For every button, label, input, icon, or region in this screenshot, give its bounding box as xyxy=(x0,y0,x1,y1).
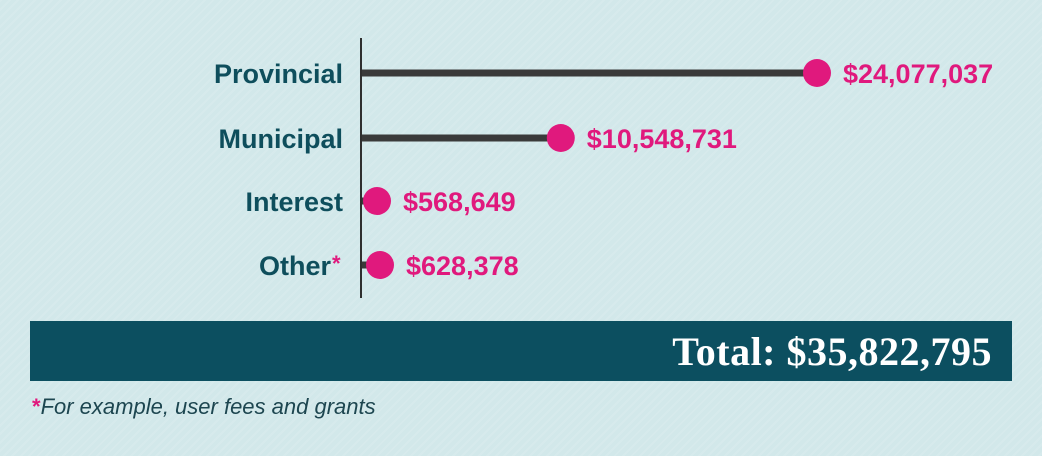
dot-municipal xyxy=(546,124,575,152)
total-label: Total: $35,822,795 xyxy=(672,328,992,374)
lollipop-chart: Provincial $24,077,037 Municipal $10,548,73… xyxy=(214,38,993,298)
dot-other xyxy=(366,251,394,279)
stems-group xyxy=(361,69,817,269)
dot-provincial xyxy=(803,59,831,87)
footnote: *For example, user fees and grants xyxy=(32,394,376,420)
category-label-municipal: Municipal xyxy=(218,124,343,154)
footnote-text: For example, user fees and grants xyxy=(40,394,376,419)
labels-group: Provincial $24,077,037 Municipal $10,548,73… xyxy=(214,59,993,281)
category-label-interest: Interest xyxy=(245,187,343,217)
total-bar: Total: $35,822,795 xyxy=(30,321,1012,381)
value-label-municipal: $10,548,731 xyxy=(587,124,737,154)
footnote-marker: * xyxy=(32,394,41,419)
category-label-other: Other xyxy=(259,251,332,281)
dot-interest xyxy=(363,187,391,215)
value-label-interest: $568,649 xyxy=(403,187,516,217)
category-label-provincial: Provincial xyxy=(214,59,343,89)
value-label-other: $628,378 xyxy=(406,251,519,281)
dots-group xyxy=(363,59,831,279)
footnote-marker-other: * xyxy=(332,251,341,276)
value-label-provincial: $24,077,037 xyxy=(843,59,993,89)
